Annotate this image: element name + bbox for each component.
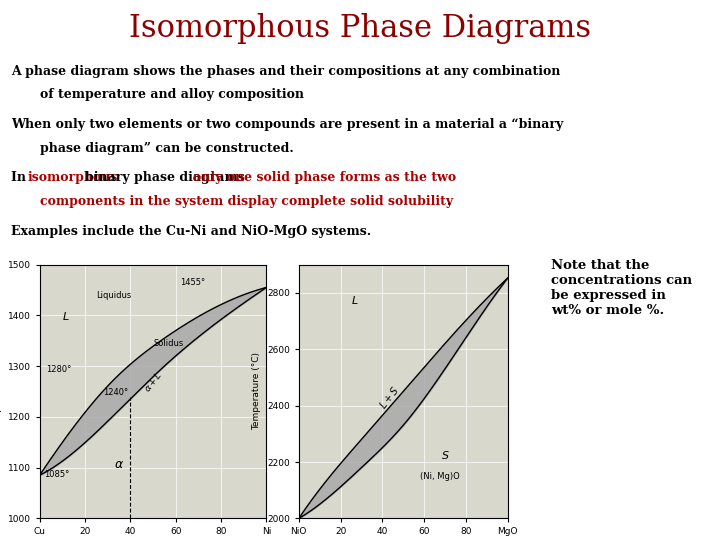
Y-axis label: Temperature (°C): Temperature (°C) (252, 353, 261, 430)
Text: 1085°: 1085° (44, 470, 69, 479)
Text: In: In (11, 171, 30, 184)
Text: When only two elements or two compounds are present in a material a “binary: When only two elements or two compounds … (11, 118, 563, 131)
Text: .: . (447, 195, 451, 208)
Text: 1240°: 1240° (103, 388, 128, 396)
Text: Liquidus: Liquidus (96, 291, 132, 300)
Text: A phase diagram shows the phases and their compositions at any combination: A phase diagram shows the phases and the… (11, 65, 560, 78)
Text: 1280°: 1280° (46, 365, 72, 374)
Text: (Ni, Mg)O: (Ni, Mg)O (420, 472, 459, 481)
Text: $\alpha$: $\alpha$ (114, 457, 124, 471)
Text: $L$: $L$ (351, 294, 359, 306)
Text: of temperature and alloy composition: of temperature and alloy composition (40, 88, 304, 102)
Text: $L$: $L$ (63, 310, 70, 322)
Text: binary phase diagrams: binary phase diagrams (85, 171, 249, 184)
Text: Solidus: Solidus (153, 339, 184, 348)
Text: $\alpha + L$: $\alpha + L$ (141, 369, 165, 394)
Y-axis label: Temperature (°C): Temperature (°C) (0, 353, 2, 430)
Text: phase diagram” can be constructed.: phase diagram” can be constructed. (40, 141, 293, 154)
Text: isomorphous: isomorphous (27, 171, 118, 184)
Text: only one solid phase forms as the two: only one solid phase forms as the two (193, 171, 456, 184)
Text: components in the system display complete solid solubility: components in the system display complet… (40, 195, 453, 208)
Text: 1455°: 1455° (180, 278, 205, 287)
Text: $L + S$: $L + S$ (376, 383, 401, 411)
Text: Note that the
concentrations can
be expressed in
wt% or mole %.: Note that the concentrations can be expr… (551, 259, 692, 317)
Text: $S$: $S$ (441, 449, 449, 461)
Text: Isomorphous Phase Diagrams: Isomorphous Phase Diagrams (129, 14, 591, 44)
Text: Examples include the Cu-Ni and NiO-MgO systems.: Examples include the Cu-Ni and NiO-MgO s… (11, 225, 371, 238)
